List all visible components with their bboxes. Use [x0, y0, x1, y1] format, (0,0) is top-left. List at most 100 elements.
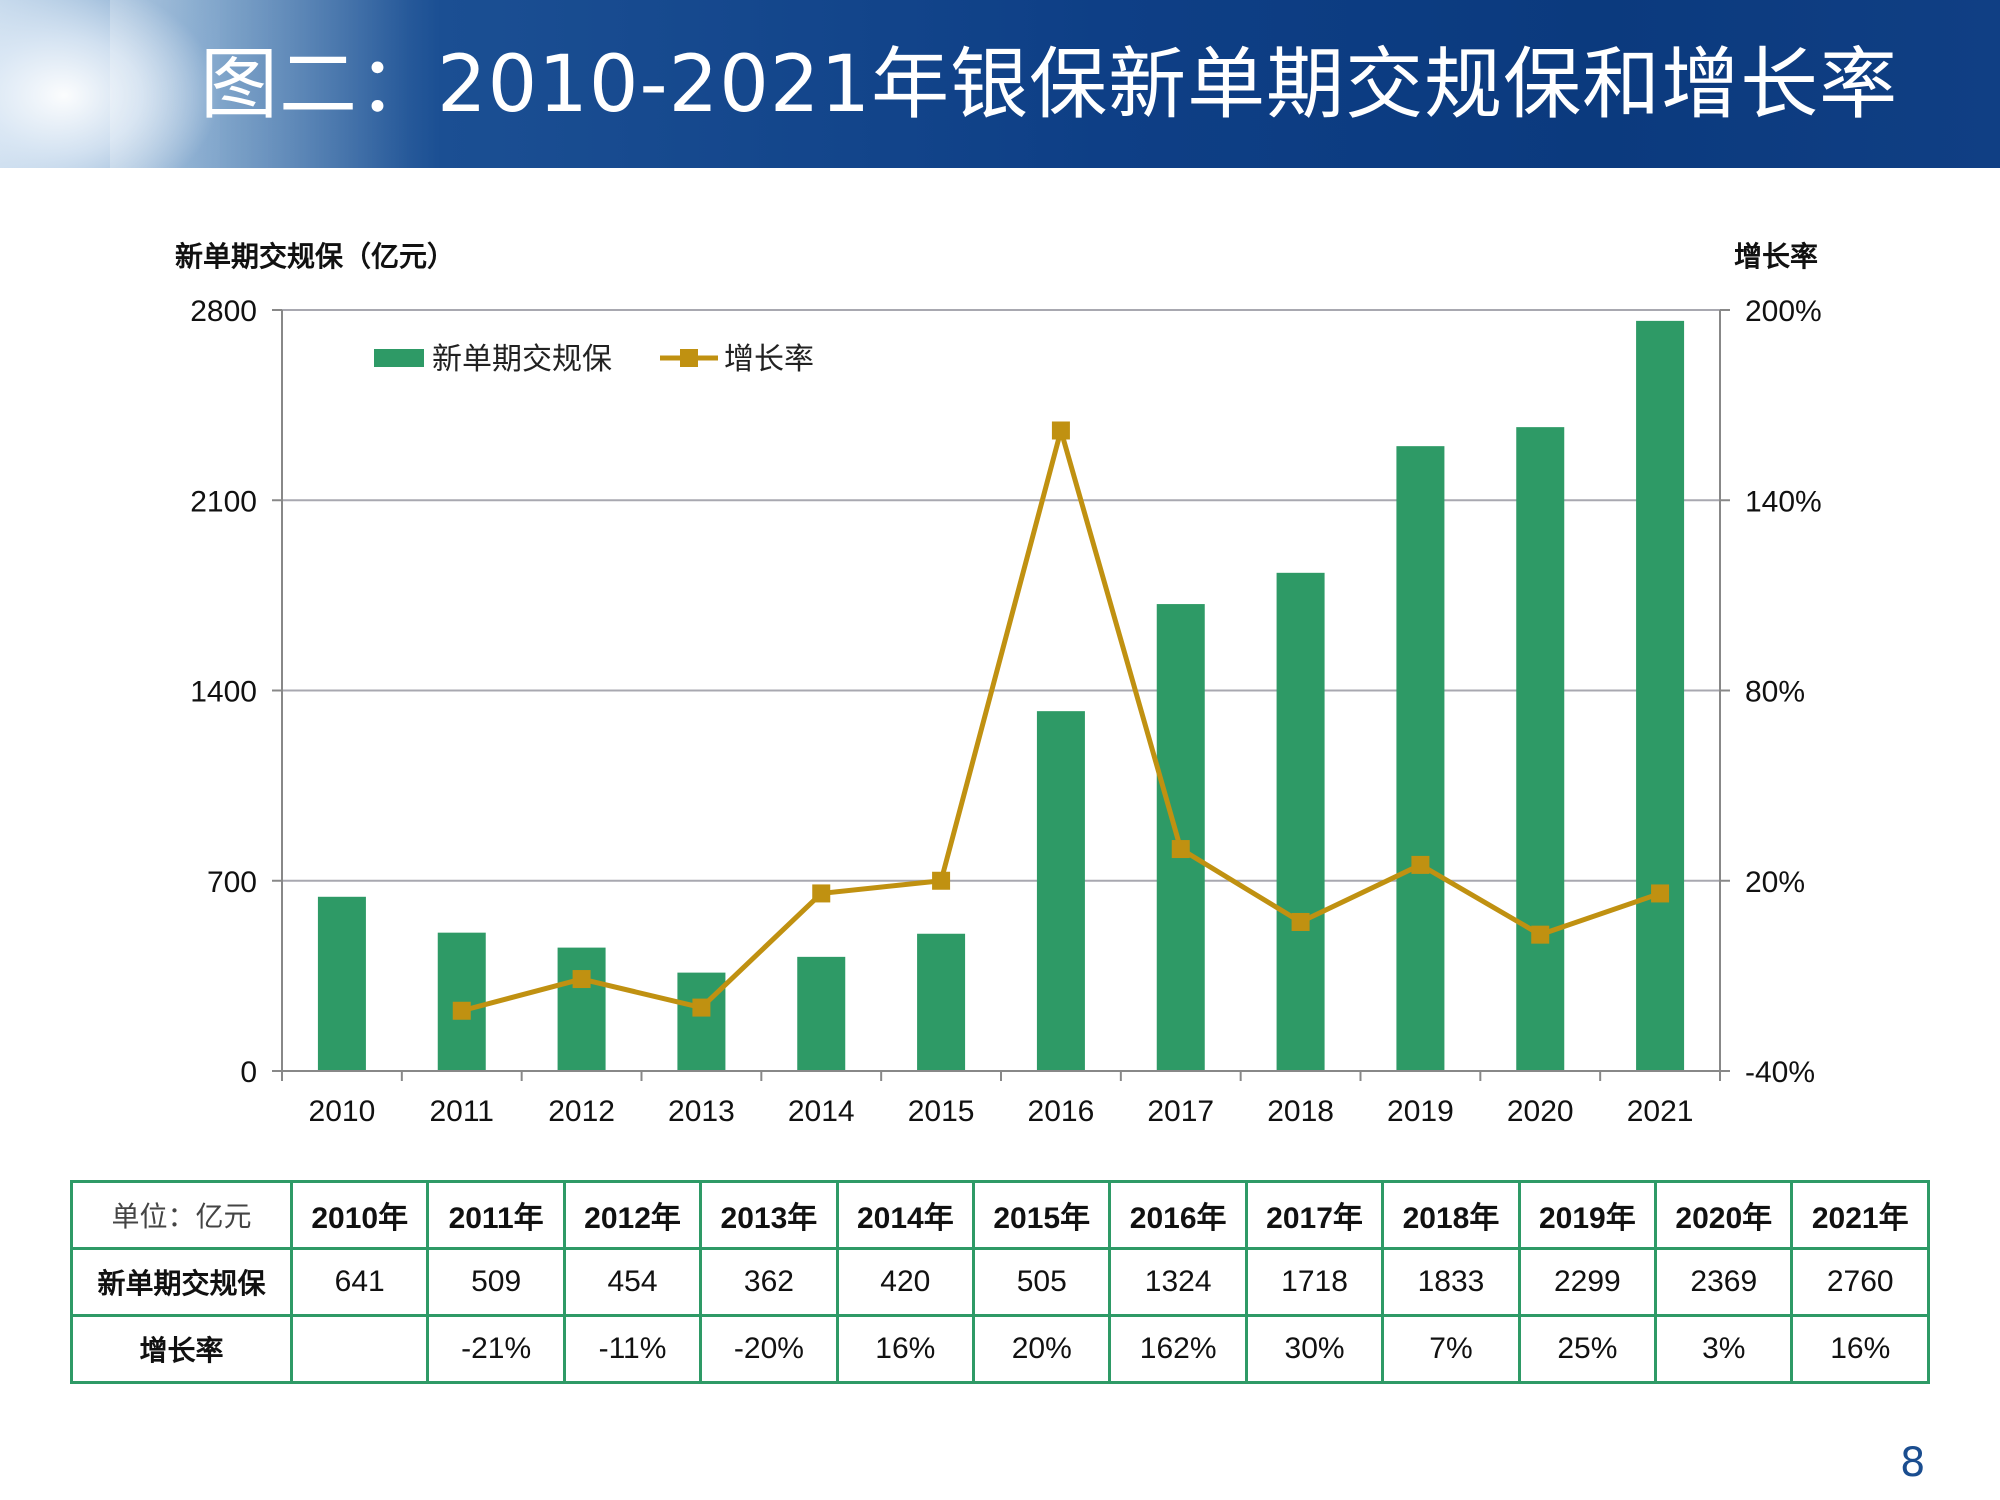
- table-cell: 509: [426, 1247, 566, 1317]
- table-header-cell: 2019年: [1517, 1180, 1658, 1250]
- table-cell: 454: [562, 1247, 703, 1317]
- page-number: 8: [1900, 1440, 1926, 1486]
- bar: [557, 947, 606, 1071]
- table-cell: 2369: [1654, 1247, 1794, 1317]
- bar: [317, 896, 366, 1071]
- table-header-cell: 2015年: [972, 1180, 1112, 1250]
- bar: [1396, 446, 1445, 1071]
- x-tick-label: 2018: [1267, 1095, 1334, 1128]
- table-header-cell: 2011年: [426, 1180, 566, 1250]
- table-header-cell: 2010年: [289, 1180, 430, 1250]
- line-marker: [1651, 884, 1670, 903]
- legend-bar-swatch: [374, 349, 424, 367]
- x-tick-label: 2020: [1507, 1095, 1574, 1128]
- table-header-cell: 2013年: [699, 1180, 839, 1250]
- y-left-tick-label: 1400: [190, 676, 257, 709]
- x-tick-label: 2013: [668, 1095, 735, 1128]
- gridlines: [282, 309, 1720, 882]
- bar: [677, 972, 726, 1071]
- line-marker: [1171, 840, 1190, 859]
- line-marker: [572, 970, 591, 989]
- line-marker: [1051, 421, 1070, 440]
- bar-series: [317, 320, 1685, 1071]
- table-header-cell: 2012年: [562, 1180, 703, 1250]
- axes: 0 -40% 700 20% 1400 80% 2100 140% 2800 200% 2010 20…: [190, 295, 1821, 1128]
- table-header-row: 单位：亿元 2010年 2011年 2012年 2013年 2014年 2015年 2016年…: [70, 1180, 1930, 1250]
- table-cell: 505: [972, 1247, 1112, 1317]
- legend-line-marker: [680, 349, 698, 367]
- table-cell: -20%: [699, 1314, 839, 1384]
- bar: [1516, 427, 1565, 1071]
- y-right-tick-label: 20%: [1745, 866, 1805, 899]
- table-cell: 30%: [1244, 1314, 1385, 1384]
- line-marker: [1531, 925, 1550, 944]
- line-marker: [1411, 855, 1430, 874]
- banner-decoration-glow: [110, 0, 410, 168]
- table-corner-cell: 单位：亿元: [70, 1180, 293, 1250]
- table-cell: 16%: [835, 1314, 976, 1384]
- line-marker: [692, 998, 711, 1017]
- table-cell: 1718: [1244, 1247, 1385, 1317]
- x-tick-label: 2011: [429, 1095, 494, 1128]
- line-marker: [932, 871, 951, 890]
- y-right-tick-label: 80%: [1745, 676, 1805, 709]
- x-tick-label: 2019: [1387, 1095, 1454, 1128]
- table-cell: 2760: [1790, 1247, 1930, 1317]
- table-cell: 641: [289, 1247, 430, 1317]
- table-cell: 362: [699, 1247, 839, 1317]
- bar: [1636, 320, 1685, 1071]
- table-row: 增长率 -21% -11% -20% 16% 20% 162% 30% 7% 25% 3% 16%: [70, 1314, 1930, 1384]
- x-tick-label: 2012: [548, 1095, 615, 1128]
- table-cell: 1324: [1108, 1247, 1248, 1317]
- y-left-tick-label: 2800: [190, 295, 257, 328]
- table-row-label: 增长率: [70, 1314, 293, 1384]
- legend-line-label: 增长率: [724, 342, 814, 377]
- y-left-tick-label: 700: [207, 866, 257, 899]
- slide-title: 图二：2010-2021年银保新单期交规保和增长率: [200, 40, 1899, 130]
- table-header-cell: 2014年: [835, 1180, 976, 1250]
- x-tick-label: 2016: [1028, 1095, 1095, 1128]
- bar: [1156, 604, 1205, 1071]
- y-right-tick-label: -40%: [1745, 1056, 1815, 1089]
- table-row-label: 新单期交规保: [70, 1247, 293, 1317]
- table-cell: 3%: [1654, 1314, 1794, 1384]
- legend: 新单期交规保 增长率: [374, 342, 814, 377]
- table-cell: -11%: [562, 1314, 703, 1384]
- table-cell: 25%: [1517, 1314, 1658, 1384]
- y-axis-right-label: 增长率: [1734, 240, 1818, 273]
- table-header-cell: 2020年: [1654, 1180, 1794, 1250]
- table-cell: 1833: [1381, 1247, 1521, 1317]
- bar: [1276, 572, 1325, 1071]
- line-marker: [1291, 912, 1310, 931]
- title-banner: 图二：2010-2021年银保新单期交规保和增长率: [0, 0, 2000, 168]
- table-cell: 20%: [972, 1314, 1112, 1384]
- y-right-tick-label: 140%: [1745, 485, 1822, 518]
- legend-bar-label: 新单期交规保: [432, 342, 612, 377]
- y-left-tick-label: 2100: [190, 485, 257, 518]
- table-row: 新单期交规保 641 509 454 362 420 505 1324 1718 1833 2299…: [70, 1247, 1930, 1317]
- x-tick-label: 2010: [309, 1095, 376, 1128]
- table-header-cell: 2018年: [1381, 1180, 1521, 1250]
- table-cell: 420: [835, 1247, 976, 1317]
- y-axis-left-label: 新单期交规保（亿元）: [175, 240, 455, 273]
- bar: [797, 956, 846, 1071]
- bar: [917, 933, 966, 1071]
- line-series: [452, 421, 1670, 1020]
- table-header-cell: 2021年: [1790, 1180, 1930, 1250]
- table-cell: 16%: [1790, 1314, 1930, 1384]
- table-header-cell: 2016年: [1108, 1180, 1248, 1250]
- x-tick-label: 2021: [1627, 1095, 1694, 1128]
- table-cell: -21%: [426, 1314, 566, 1384]
- x-tick-label: 2015: [908, 1095, 975, 1128]
- x-tick-label: 2017: [1147, 1095, 1214, 1128]
- y-left-tick-label: 0: [240, 1056, 257, 1089]
- table-header-cell: 2017年: [1244, 1180, 1385, 1250]
- line-marker: [812, 884, 831, 903]
- table-cell: 2299: [1517, 1247, 1658, 1317]
- line-marker: [452, 1001, 471, 1020]
- y-right-tick-label: 200%: [1745, 295, 1822, 328]
- data-table: 单位：亿元 2010年 2011年 2012年 2013年 2014年 2015年 2016年…: [70, 1180, 1930, 1384]
- table-cell: [289, 1314, 430, 1384]
- table-cell: 162%: [1108, 1314, 1248, 1384]
- x-tick-label: 2014: [788, 1095, 855, 1128]
